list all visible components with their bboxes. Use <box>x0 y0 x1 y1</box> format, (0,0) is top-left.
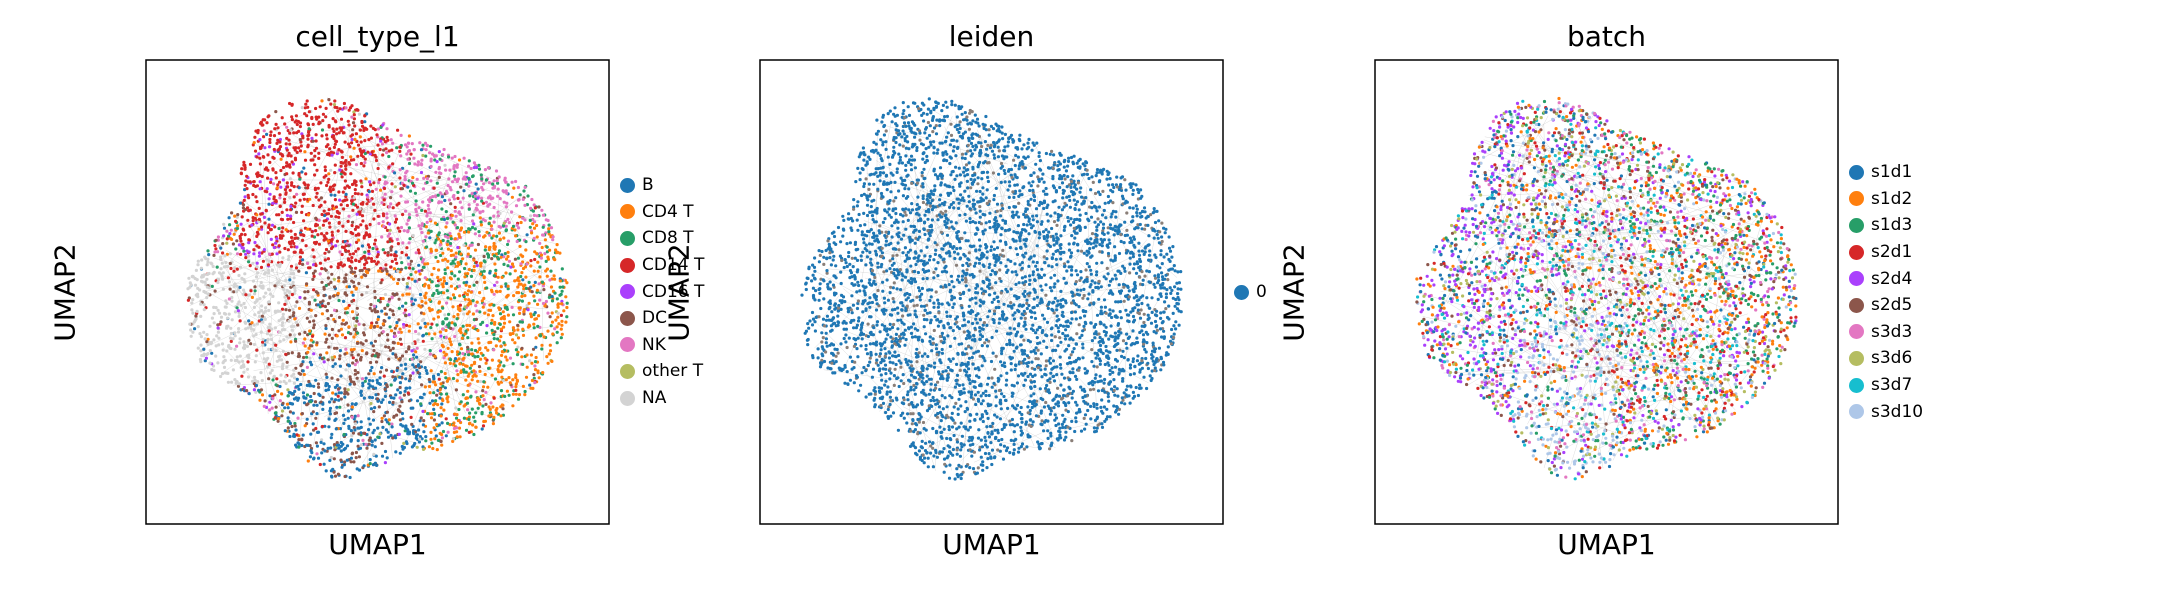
data-point <box>349 155 353 159</box>
data-point <box>502 236 506 240</box>
data-point <box>386 253 390 257</box>
data-point <box>363 120 367 124</box>
data-point <box>321 395 325 399</box>
data-point <box>468 254 472 259</box>
scatter-plot <box>145 59 610 525</box>
data-point <box>457 357 461 361</box>
x-axis-label: UMAP1 <box>328 528 427 561</box>
data-point <box>327 98 331 102</box>
data-point <box>322 360 326 364</box>
data-point <box>463 266 467 271</box>
panel-title: cell_type_l1 <box>295 20 460 53</box>
data-point <box>267 308 271 313</box>
scatter-points <box>186 98 569 480</box>
data-point <box>482 296 486 300</box>
data-point <box>439 406 443 410</box>
data-point <box>479 264 483 268</box>
data-point <box>411 176 415 180</box>
panel-cell-type: cell_type_l1 UMAP2 UMAP1 B CD4 T CD8 T CD14… <box>0 0 725 600</box>
data-point <box>374 158 379 163</box>
data-point <box>444 434 448 438</box>
data-point <box>369 360 373 365</box>
data-point <box>266 176 270 180</box>
data-point <box>196 325 200 329</box>
data-point <box>312 352 316 356</box>
data-point <box>203 359 207 363</box>
data-point <box>540 245 544 250</box>
data-point <box>405 246 409 250</box>
data-point <box>457 407 461 412</box>
data-point <box>408 386 412 390</box>
data-point <box>343 460 347 464</box>
data-point <box>426 211 430 215</box>
data-point <box>306 183 310 187</box>
data-point <box>560 323 564 327</box>
data-point <box>237 314 241 318</box>
data-point <box>243 280 247 284</box>
data-point <box>385 228 390 232</box>
data-point <box>440 402 444 406</box>
data-point <box>502 364 506 368</box>
data-point <box>280 392 284 396</box>
data-point <box>266 153 270 157</box>
